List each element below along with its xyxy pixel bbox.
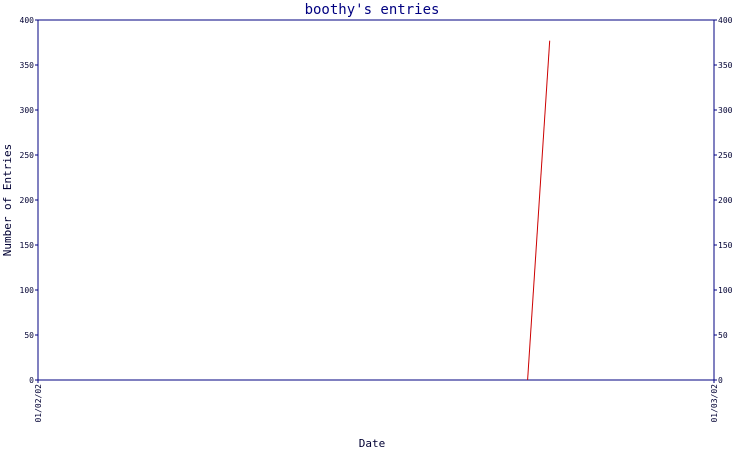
y-tick-label-right: 0	[718, 376, 723, 385]
y-tick-label-right: 50	[718, 331, 728, 340]
series-group	[527, 40, 551, 381]
y-tick-label-left: 150	[20, 241, 35, 250]
y-tick-label-right: 400	[718, 16, 733, 25]
x-tick-label: 01/02/02	[34, 384, 43, 423]
y-tick-label-left: 50	[24, 331, 34, 340]
y-tick-label-right: 300	[718, 106, 733, 115]
plot-frame	[37, 19, 715, 381]
series-line	[527, 40, 551, 381]
y-tick-label-right: 100	[718, 286, 733, 295]
y-tick-label-right: 200	[718, 196, 733, 205]
y-tick-label-left: 250	[20, 151, 35, 160]
y-axis-label: Number of Entries	[1, 144, 14, 257]
y-tick-label-right: 150	[718, 241, 733, 250]
y-tick-label-left: 400	[20, 16, 35, 25]
x-axis-label: Date	[359, 437, 386, 450]
y-tick-label-left: 300	[20, 106, 35, 115]
y-tick-label-left: 0	[29, 376, 34, 385]
y-tick-label-right: 350	[718, 61, 733, 70]
y-axis-left: 0 50 100 150 200 250 300 350 400	[20, 16, 38, 385]
y-axis-right: 0 50 100 150 200 250 300 350 400	[714, 16, 733, 385]
y-tick-label-right: 250	[718, 151, 733, 160]
chart-title: boothy's entries	[305, 2, 440, 18]
x-axis: 01/02/02 01/03/02	[34, 380, 719, 423]
y-tick-label-left: 100	[20, 286, 35, 295]
y-tick-label-left: 350	[20, 61, 35, 70]
y-tick-label-left: 200	[20, 196, 35, 205]
x-tick-label: 01/03/02	[710, 384, 719, 423]
